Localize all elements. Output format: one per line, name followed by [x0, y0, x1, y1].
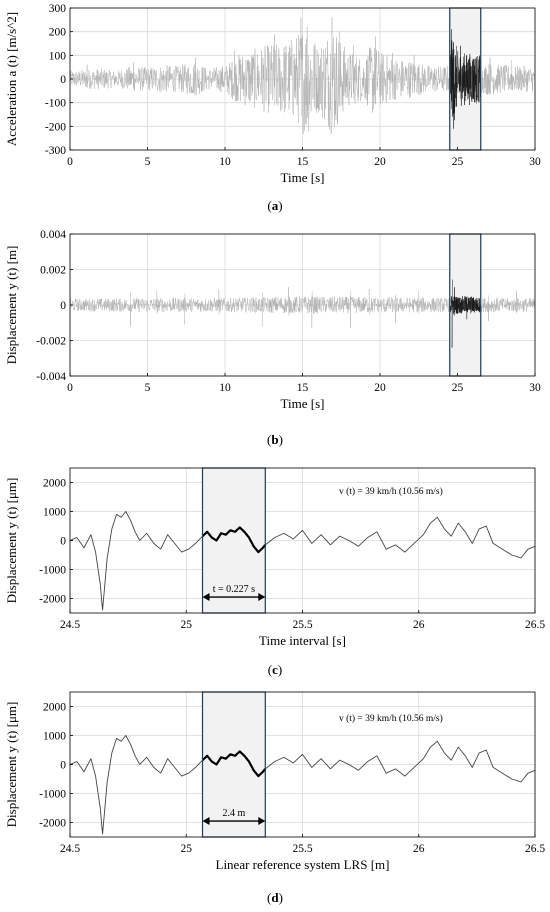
x-tick-label: 0 — [67, 156, 73, 168]
x-tick-label: 0 — [67, 382, 73, 394]
y-tick-label: -300 — [45, 145, 66, 157]
chart-d: 24.5 25 25.5 26 26.5 -2000 -1000 0 1000 2000 Linea… — [0, 684, 550, 884]
y-tick-label: 200 — [49, 27, 67, 39]
x-tick-label: 15 — [297, 156, 309, 168]
y-tick-label: -1000 — [39, 789, 66, 801]
y-tick-label: 0 — [60, 760, 66, 772]
y-tick-label: -2000 — [39, 594, 66, 606]
x-tick-label: 26 — [413, 619, 425, 631]
x-tick-label: 20 — [374, 156, 386, 168]
chart-a: 0 5 10 15 20 25 30 -300 -200 -100 0 100 200 300 Time [… — [0, 0, 550, 195]
chart-a-svg: 0 5 10 15 20 25 30 -300 -200 -100 0 100 200 300 Time [… — [4, 3, 541, 185]
x-tick-label: 15 — [297, 382, 309, 394]
y-tick-label: -0.004 — [36, 371, 66, 383]
x-tick-label: 24.5 — [60, 619, 80, 631]
x-tick-label: 5 — [145, 156, 151, 168]
y-tick-label: 0.004 — [40, 229, 66, 241]
series-signal — [70, 17, 535, 135]
x-tick-label: 25.5 — [292, 843, 312, 855]
y-tick-label: -0.002 — [36, 336, 66, 348]
x-tick-label: 30 — [529, 156, 541, 168]
series-line — [265, 516, 535, 559]
y-tick-label: 0.002 — [40, 265, 66, 277]
interval-arrow-left — [202, 593, 210, 602]
y-axis-label: Displacement y (t) [m] — [4, 246, 19, 365]
series-line — [265, 740, 535, 783]
x-axis-label: Time interval [s] — [259, 633, 346, 648]
x-axis-label: Time [s] — [281, 170, 325, 185]
x-tick-label: 26.5 — [525, 843, 545, 855]
velocity-annotation: v (t) = 39 km/h (10.56 m/s) — [339, 713, 443, 724]
series-line — [201, 526, 267, 554]
x-tick-label: 25 — [452, 382, 464, 394]
chart-b-svg: 0 5 10 15 20 25 30 -0.004 -0.002 0 0.002 0.004 Time … — [4, 229, 541, 411]
y-tick-label: -200 — [45, 121, 66, 133]
y-axis-label: Displacement y (t) [μm] — [4, 702, 19, 828]
x-axis-label: Time [s] — [281, 396, 325, 411]
interval-label: t = 0.227 s — [213, 584, 255, 595]
series-signal — [449, 29, 481, 129]
y-tick-label: -2000 — [39, 818, 66, 830]
x-tick-label: 25 — [181, 843, 193, 855]
x-tick-label: 26 — [413, 843, 425, 855]
velocity-annotation: v (t) = 39 km/h (10.56 m/s) — [339, 486, 443, 497]
x-tick-label: 25 — [181, 619, 193, 631]
y-tick-label: -1000 — [39, 565, 66, 577]
interval-arrow-right — [258, 817, 266, 826]
y-tick-label: 0 — [60, 300, 66, 312]
y-tick-label: 0 — [60, 536, 66, 548]
series-line — [201, 750, 267, 778]
interval-label: 2.4 m — [223, 808, 246, 819]
y-tick-label: -100 — [45, 98, 66, 110]
series-group — [70, 735, 535, 835]
x-tick-label: 5 — [145, 382, 151, 394]
x-tick-label: 25.5 — [292, 619, 312, 631]
chart-c: 24.5 25 25.5 26 26.5 -2000 -1000 0 1000 2000 Time … — [0, 460, 550, 660]
x-tick-label: 26.5 — [525, 619, 545, 631]
y-tick-label: 100 — [49, 50, 67, 62]
series-group — [70, 511, 535, 611]
series-line — [70, 735, 203, 835]
y-tick-label: 1000 — [43, 731, 66, 743]
x-tick-label: 30 — [529, 382, 541, 394]
x-tick-label: 20 — [374, 382, 386, 394]
y-tick-label: 300 — [49, 3, 67, 15]
x-axis-label: Linear reference system LRS [m] — [216, 857, 390, 872]
series-group — [70, 279, 535, 348]
chart-c-svg: 24.5 25 25.5 26 26.5 -2000 -1000 0 1000 2000 Time … — [4, 467, 545, 648]
y-axis-label: Displacement y (t) [μm] — [4, 478, 19, 604]
y-tick-label: 2000 — [43, 702, 66, 714]
interval-arrow-right — [258, 593, 266, 602]
x-tick-label: 25 — [452, 156, 464, 168]
series-signal — [70, 287, 535, 329]
highlight-region — [202, 692, 266, 837]
caption-d: (d) — [267, 890, 283, 905]
caption-a: (a) — [267, 198, 283, 213]
y-tick-label: 0 — [60, 74, 66, 86]
x-tick-label: 10 — [219, 382, 231, 394]
caption-c: (c) — [267, 662, 283, 677]
x-tick-label: 10 — [219, 156, 231, 168]
y-tick-label: 1000 — [43, 507, 66, 519]
series-line — [70, 511, 203, 611]
x-tick-label: 24.5 — [60, 843, 80, 855]
chart-b: 0 5 10 15 20 25 30 -0.004 -0.002 0 0.002 0.004 Time … — [0, 226, 550, 426]
chart-d-svg: 24.5 25 25.5 26 26.5 -2000 -1000 0 1000 2000 Linea… — [4, 691, 545, 872]
caption-b: (b) — [267, 432, 283, 447]
interval-arrow-left — [202, 817, 210, 826]
series-group — [70, 17, 535, 135]
y-tick-label: 2000 — [43, 478, 66, 490]
y-axis-label: Acceleration a (t) [m/s^2] — [4, 12, 19, 146]
highlight-region — [202, 468, 266, 613]
